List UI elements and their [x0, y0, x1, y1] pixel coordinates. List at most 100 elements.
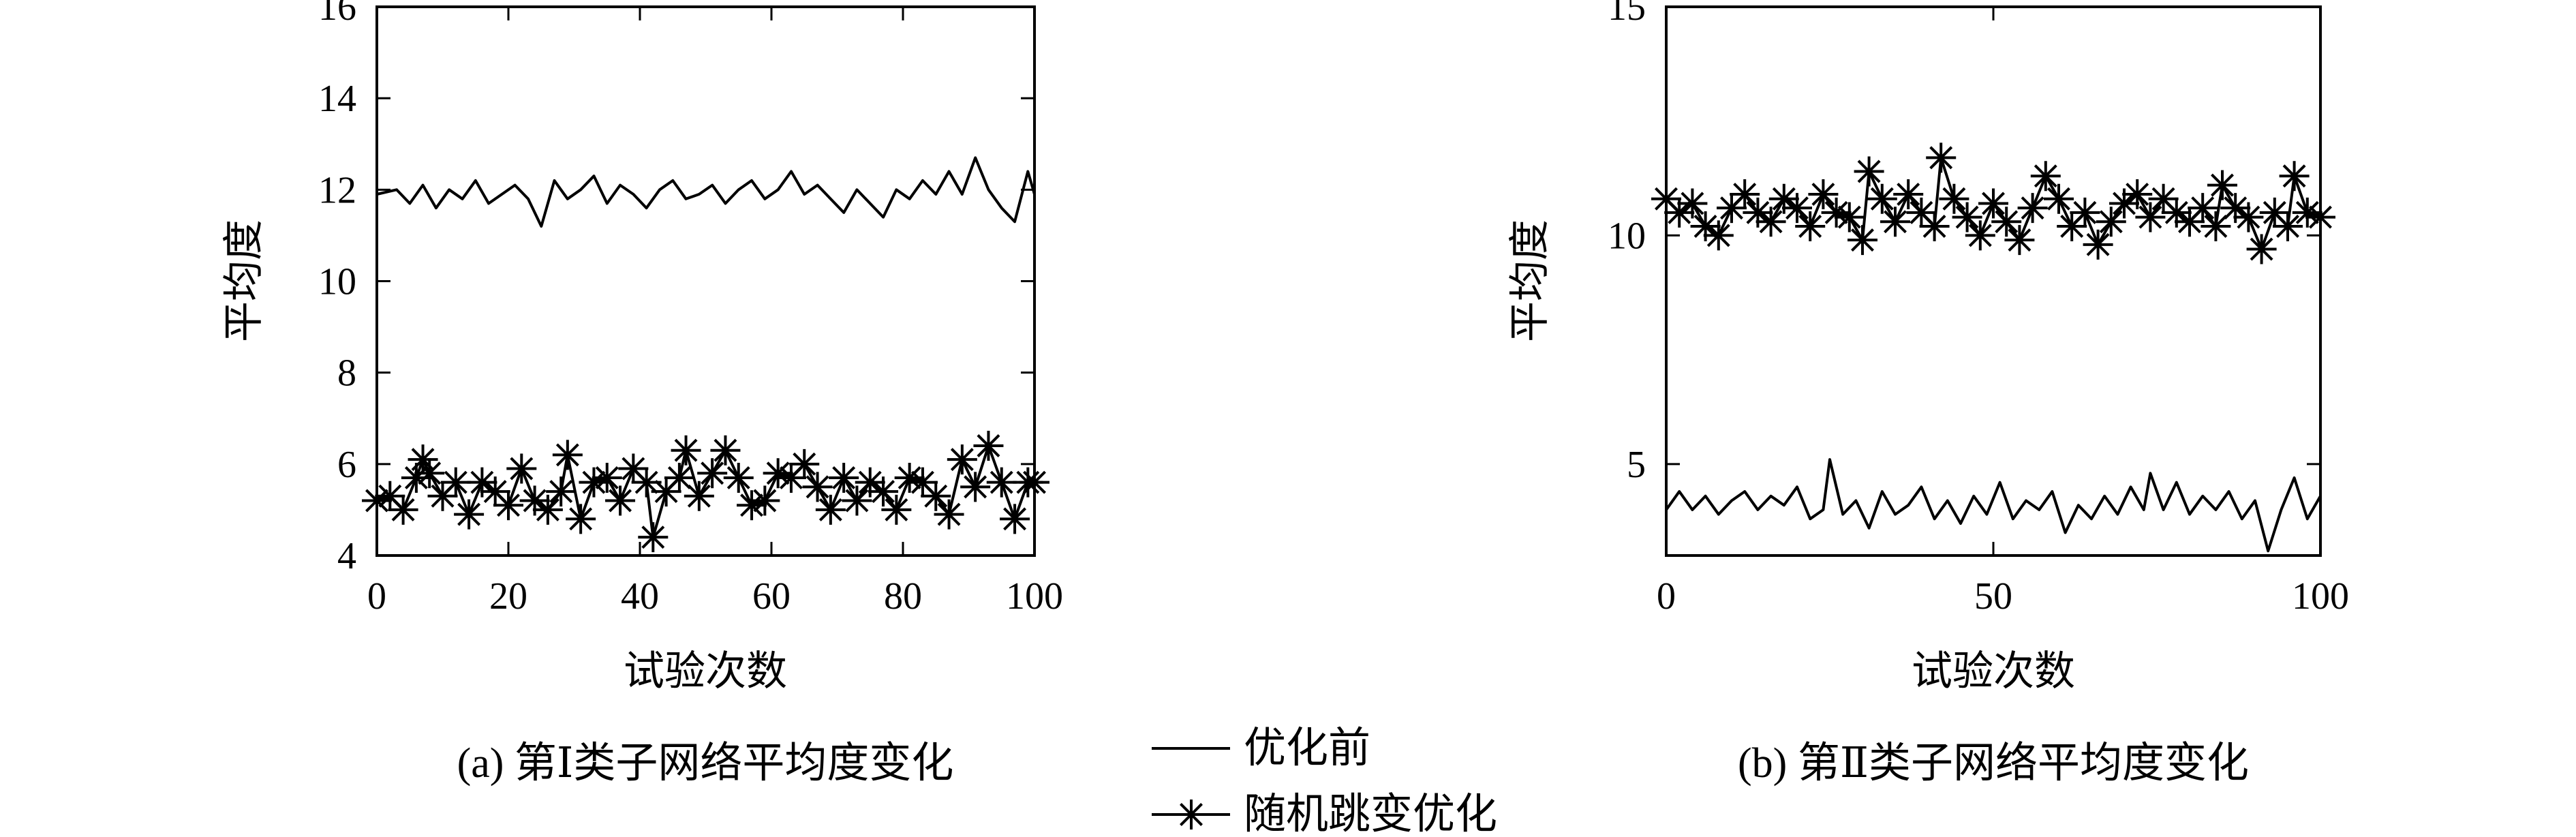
data-point-b-1: [1755, 207, 1786, 237]
y-tick-label-b: 10: [1608, 215, 1646, 257]
data-point-b-1: [2083, 229, 2113, 260]
caption-a: (a) 第Ⅰ类子网络平均度变化: [457, 740, 954, 787]
chart-panel-b: 0 50 100 5 10 15 试验次数 平均度 (b) 第Ⅱ类子网络平均度变化: [1507, 0, 2349, 787]
x-tick-label-a: 100: [1006, 575, 1063, 618]
y-tick-label-b: 15: [1608, 0, 1646, 29]
data-point-a-1: [684, 481, 714, 511]
data-point-a-1: [868, 476, 899, 507]
data-point-a-1: [947, 444, 977, 475]
data-point-b-1: [1991, 207, 2022, 237]
asterisk-marker-icon: [1176, 800, 1206, 830]
legend-item-random-jump: 随机跳变优化: [1152, 791, 1497, 837]
data-point-b-1: [1717, 193, 1747, 224]
x-tick-label-a: 60: [752, 575, 791, 618]
data-point-b-1: [2188, 193, 2218, 224]
data-point-b-1: [1703, 220, 1734, 251]
data-point-b-1: [1821, 197, 1852, 228]
data-point-a-1: [605, 485, 636, 516]
data-point-b-1: [1854, 156, 1884, 187]
data-point-a-1: [789, 448, 820, 479]
y-axis-title-b: 平均度: [1507, 219, 1552, 342]
data-point-a-1: [546, 476, 577, 507]
series-line-b-0: [1665, 458, 2322, 553]
y-tick-label-a: 10: [318, 261, 356, 303]
x-axis-title-b: 试验次数: [1912, 649, 2075, 694]
data-point-a-1: [697, 458, 728, 489]
legend-item-before: 优化前: [1152, 725, 1370, 772]
data-point-b-1: [2292, 197, 2322, 228]
data-point-a-1: [960, 472, 991, 502]
y-tick-label-a: 8: [337, 352, 356, 395]
data-point-b-1: [2070, 197, 2100, 228]
data-point-b-1: [1952, 202, 1982, 232]
x-tick-label-a: 20: [489, 575, 527, 618]
data-point-a-1: [388, 494, 418, 525]
data-point-a-1: [1000, 504, 1030, 534]
y-tick-label-a: 16: [318, 0, 356, 29]
axis-tick-labels-b: 0 50 100 5 10 15: [1608, 0, 2349, 618]
x-tick-label-b: 100: [2292, 575, 2349, 618]
data-point-a-1: [907, 467, 938, 498]
legend-label-before: 优化前: [1244, 725, 1370, 772]
data-point-b-1: [2004, 225, 2035, 256]
series-layer-b: [1651, 142, 2335, 553]
x-tick-label-a: 0: [367, 575, 386, 618]
data-point-b-1: [2148, 183, 2179, 214]
data-point-b-1: [1919, 211, 1950, 241]
data-point-a-1: [532, 494, 563, 525]
data-point-a-1: [552, 440, 583, 470]
data-point-b-1: [1893, 179, 1924, 210]
data-point-b-1: [2030, 161, 2061, 192]
y-tick-label-a: 6: [337, 444, 356, 486]
data-point-b-1: [1795, 211, 1826, 241]
data-point-a-1: [375, 481, 405, 511]
data-point-a-1: [723, 462, 754, 493]
axis-ticks-a: [375, 5, 1036, 557]
data-point-a-1: [829, 462, 859, 493]
data-point-a-1: [566, 504, 596, 534]
data-point-a-1: [750, 485, 780, 516]
data-point-b-1: [2279, 161, 2310, 192]
x-tick-label-b: 50: [1974, 575, 2012, 618]
data-point-b-1: [1782, 193, 1812, 224]
data-point-b-1: [1978, 188, 2008, 219]
data-point-b-1: [2044, 183, 2074, 214]
data-point-b-1: [1926, 142, 1957, 173]
data-point-a-1: [934, 499, 964, 530]
data-point-b-1: [1677, 188, 1708, 219]
data-point-b-1: [2305, 202, 2335, 232]
data-point-b-1: [2161, 197, 2192, 228]
x-tick-label-b: 0: [1657, 575, 1676, 618]
legend-asterisk-mark: [1176, 800, 1206, 830]
plot-frame-b: [1665, 5, 2322, 557]
data-point-b-1: [1880, 207, 1910, 237]
y-tick-label-b: 5: [1627, 444, 1646, 486]
data-point-b-1: [2201, 211, 2231, 241]
x-axis-title-a: 试验次数: [624, 649, 787, 694]
data-point-a-1: [842, 485, 872, 516]
axis-ticks-b: [1665, 5, 2322, 556]
data-point-b-1: [2017, 193, 2048, 224]
y-tick-label-a: 14: [318, 78, 356, 120]
data-point-b-1: [2096, 207, 2126, 237]
data-point-b-1: [1965, 220, 1995, 251]
data-point-a-1: [881, 494, 912, 525]
data-point-b-1: [2135, 202, 2166, 232]
series-layer-a: [362, 156, 1049, 553]
data-point-a-1: [973, 431, 1004, 461]
data-point-b-1: [2220, 193, 2251, 224]
data-point-b-1: [2122, 179, 2153, 210]
data-point-b-1: [1808, 179, 1839, 210]
data-point-a-1: [592, 462, 622, 493]
series-line-a-0: [376, 156, 1036, 228]
x-tick-label-a: 80: [884, 575, 922, 618]
data-point-a-1: [664, 462, 694, 493]
x-tick-label-a: 40: [621, 575, 659, 618]
data-point-a-1: [921, 481, 951, 511]
data-point-b-1: [2233, 202, 2264, 232]
chart-panel-a: 0 20 40 60 80 100 4 6 8 10 12 14 16 试验次数 平均度 (a) 第Ⅰ类…: [221, 0, 1063, 787]
data-point-a-1: [986, 467, 1017, 498]
y-tick-label-a: 4: [337, 535, 356, 577]
data-point-b-1: [2246, 234, 2277, 264]
